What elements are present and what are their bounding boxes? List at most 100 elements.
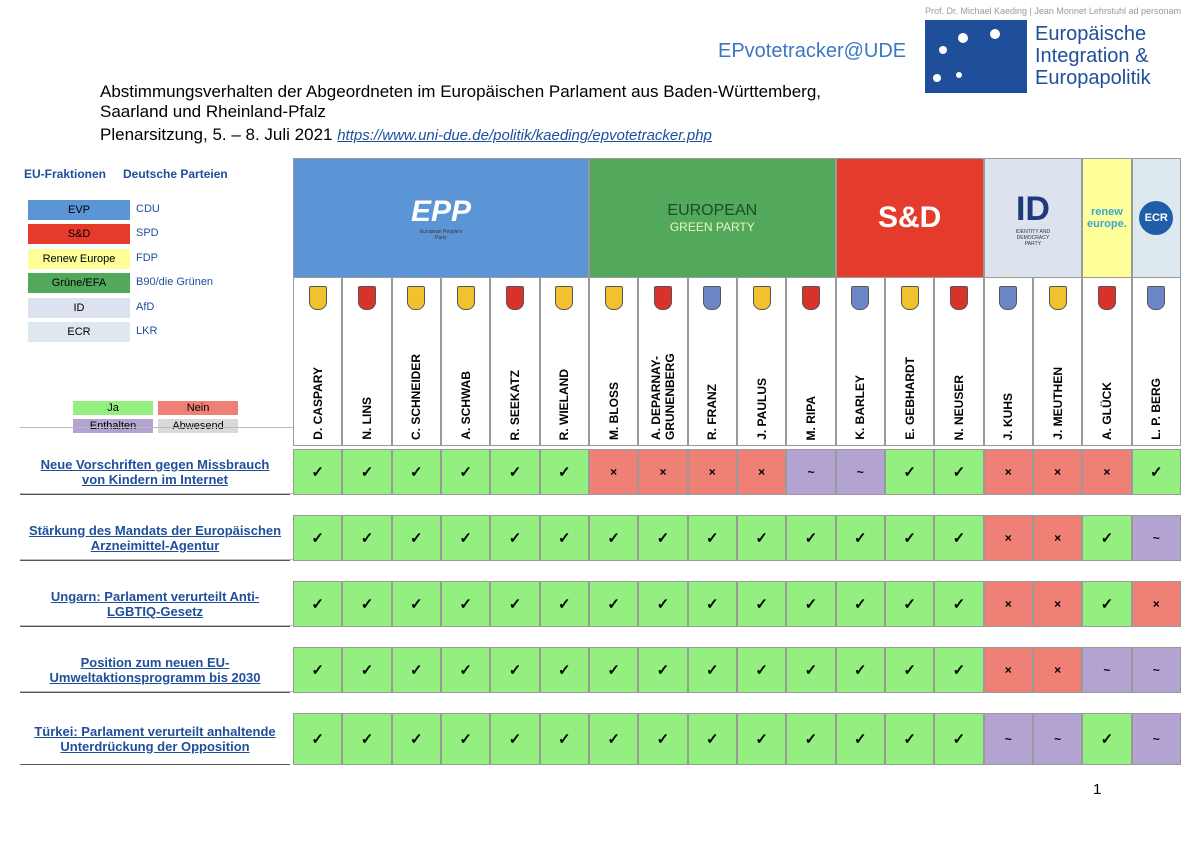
vote-cell: ✓ xyxy=(687,713,737,765)
legend-party: CDU xyxy=(136,203,160,215)
vote-cell: ✓ xyxy=(539,581,589,627)
mep-name-text: R. WIELAND xyxy=(557,368,572,440)
vote-cell: ✓ xyxy=(934,647,984,693)
vote-cell: ✓ xyxy=(884,713,935,765)
group-logo-sub: European People's Party xyxy=(419,229,463,241)
flag-cell xyxy=(1082,277,1132,319)
row-separator xyxy=(20,493,293,494)
title-line: Saarland und Rheinland-Pfalz xyxy=(100,102,326,121)
coat-of-arms xyxy=(801,286,820,310)
vote-cell: ✓ xyxy=(588,515,639,561)
flag-cell xyxy=(934,277,984,319)
vote-cell: ✓ xyxy=(342,713,392,765)
vote-cell: × xyxy=(638,449,688,495)
link[interactable]: https://www.uni-due.de/politik/kaeding/e… xyxy=(337,127,712,144)
coat-of-arms xyxy=(604,286,623,310)
logo-line: Europäische xyxy=(1035,23,1147,45)
vote-cell: ✓ xyxy=(391,449,441,495)
vote-cell: ✓ xyxy=(391,647,441,693)
vote-cell: × xyxy=(983,581,1033,627)
mep-name: C. SCHNEIDER xyxy=(391,318,441,446)
vote-cell: ✓ xyxy=(884,449,935,495)
vote-cell: ✓ xyxy=(786,647,836,693)
vote-legend: Abwesend xyxy=(158,419,238,433)
mep-name: J. MEUTHEN xyxy=(1032,318,1083,446)
vote-cell: × xyxy=(1131,581,1181,627)
mep-name-text: N. LINS xyxy=(359,397,374,440)
mep-name: R. SEEKATZ xyxy=(490,318,540,446)
vote-cell: ✓ xyxy=(736,515,787,561)
vote-cell: ✓ xyxy=(1082,713,1132,765)
vote-cell: ✓ xyxy=(342,515,392,561)
vote-cell: ~ xyxy=(1082,647,1132,693)
vote-cell: ✓ xyxy=(786,581,836,627)
vote-cell: ✓ xyxy=(440,515,491,561)
vote-cell: ✓ xyxy=(391,515,441,561)
vote-cell: ✓ xyxy=(835,647,885,693)
flag-cell xyxy=(786,277,836,319)
vote-cell: × xyxy=(1032,515,1083,561)
row-separator xyxy=(20,559,293,560)
group-logo: renew europe. xyxy=(1087,206,1127,230)
mep-name-text: E. GEBHARDT xyxy=(902,357,917,440)
mep-name: R. WIELAND xyxy=(539,318,589,446)
vote-cell: ✓ xyxy=(490,713,540,765)
mep-name: A. DEPARNAY-GRUNENBERG xyxy=(638,318,688,446)
vote-cell: ~ xyxy=(1032,713,1083,765)
row-separator xyxy=(20,427,293,428)
vote-cell: ~ xyxy=(786,449,836,495)
legend-group: EVP xyxy=(28,200,130,220)
vote-cell: ✓ xyxy=(440,713,491,765)
group-header: ID IDENTITY AND DEMOCRACY PARTY xyxy=(983,158,1083,278)
vote-legend: Enthalten xyxy=(73,419,153,433)
vote-cell: ✓ xyxy=(293,647,343,693)
mep-name-text: J. KUHS xyxy=(1001,392,1016,440)
group-logo-sub: IDENTITY AND DEMOCRACY PARTY xyxy=(1015,228,1051,247)
mep-name-text: A. GLÜCK xyxy=(1099,382,1114,440)
vote-cell: ~ xyxy=(1131,515,1181,561)
flag-cell xyxy=(539,277,589,319)
vote-cell: ✓ xyxy=(934,713,984,765)
group-logo-sub: GREEN PARTY xyxy=(669,220,755,234)
vote-cell: ✓ xyxy=(687,647,737,693)
vote-cell: × xyxy=(1032,647,1083,693)
mep-name-text: J. MEUTHEN xyxy=(1050,367,1065,440)
coat-of-arms xyxy=(357,286,376,310)
vote-cell: ✓ xyxy=(293,581,343,627)
vote-cell: ✓ xyxy=(687,515,737,561)
coat-of-arms xyxy=(949,286,968,310)
vote-cell: ~ xyxy=(983,713,1033,765)
group-logo: ECR xyxy=(1139,201,1174,235)
mep-name: M. RIPA xyxy=(786,318,836,446)
group-header: EUROPEAN GREEN PARTY xyxy=(588,158,836,278)
flag-cell xyxy=(293,277,343,319)
flag-cell xyxy=(342,277,392,319)
vote-cell: × xyxy=(983,647,1033,693)
vote-cell: ✓ xyxy=(342,647,392,693)
coat-of-arms xyxy=(1097,286,1116,310)
vote-cell: ✓ xyxy=(835,515,885,561)
legend-party: FDP xyxy=(136,251,158,264)
page-number: 1 xyxy=(1093,781,1102,798)
flag-cell xyxy=(440,277,491,319)
vote-cell: ✓ xyxy=(934,515,984,561)
mep-name: A. GLÜCK xyxy=(1082,318,1132,446)
group-header: renew europe. xyxy=(1082,158,1132,278)
vote-cell: ✓ xyxy=(539,449,589,495)
coat-of-arms xyxy=(999,286,1018,310)
mep-name: E. GEBHARDT xyxy=(884,318,935,446)
coat-of-arms xyxy=(851,286,870,310)
vote-cell: ✓ xyxy=(638,515,688,561)
eu-flag xyxy=(925,20,1027,93)
vote-cell: ✓ xyxy=(934,449,984,495)
vote-cell: ✓ xyxy=(539,515,589,561)
row-title: Türkei: Parlament verurteilt anhaltende … xyxy=(20,713,290,765)
flag-cell xyxy=(687,277,737,319)
vote-cell: ~ xyxy=(1131,647,1181,693)
flag-cell xyxy=(835,277,885,319)
mep-name-text: D. CASPARY xyxy=(310,367,325,440)
vote-cell: ~ xyxy=(835,449,885,495)
group-header: S&D xyxy=(835,158,984,278)
mep-name: M. BLOSS xyxy=(588,318,639,446)
flag-cell xyxy=(391,277,441,319)
